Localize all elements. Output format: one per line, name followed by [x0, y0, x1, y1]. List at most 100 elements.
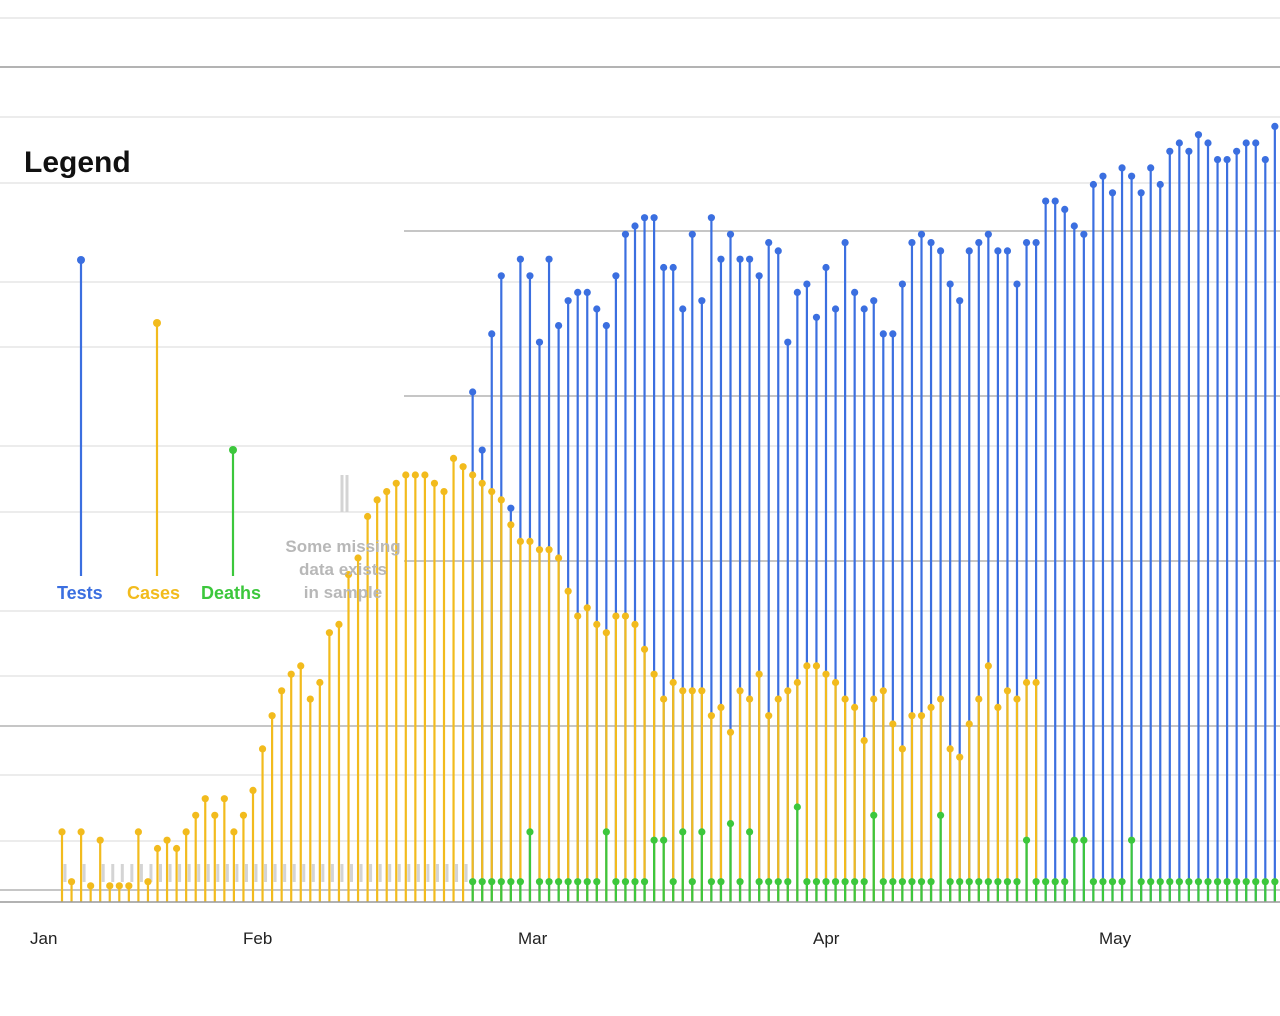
- cases-point: [650, 670, 658, 678]
- cases-point: [220, 795, 228, 803]
- deaths-point: [707, 878, 716, 886]
- cases-point: [421, 471, 429, 479]
- deaths-point: [1022, 836, 1031, 844]
- cases-point: [736, 687, 744, 695]
- cases-point: [841, 695, 849, 703]
- cases-point: [67, 878, 76, 886]
- deaths-point: [669, 878, 677, 886]
- legend-tests-point: [77, 256, 85, 264]
- cases-point: [564, 587, 572, 595]
- tests-point: [984, 230, 992, 238]
- deaths-point: [1042, 878, 1050, 886]
- cases-point: [182, 828, 190, 836]
- cases-series: [58, 454, 1040, 902]
- deaths-point: [1013, 878, 1021, 886]
- deaths-point: [1108, 878, 1117, 886]
- missing-note-line: in sample: [303, 583, 383, 602]
- cases-point: [879, 687, 887, 695]
- deaths-point: [1089, 878, 1097, 886]
- cases-point: [258, 745, 267, 753]
- tests-point: [1070, 222, 1078, 230]
- missing-note-line: data exists: [299, 560, 387, 579]
- deaths-point: [822, 878, 830, 886]
- cases-point: [698, 687, 706, 695]
- cases-point: [115, 882, 123, 890]
- x-tick-label-feb: Feb: [243, 929, 273, 948]
- tests-point: [975, 239, 983, 247]
- tests-point: [1194, 131, 1203, 139]
- cases-point: [593, 620, 601, 629]
- cases-point: [459, 463, 467, 471]
- cases-point: [230, 828, 238, 836]
- tests-point: [640, 214, 649, 222]
- cases-point: [555, 554, 563, 562]
- deaths-point: [774, 878, 782, 886]
- cases-point: [364, 512, 372, 521]
- deaths-point: [650, 836, 658, 844]
- deaths-point: [1166, 878, 1174, 886]
- deaths-point: [784, 878, 792, 886]
- tests-point: [1032, 239, 1040, 247]
- deaths-point: [927, 878, 935, 886]
- cases-point: [602, 629, 610, 637]
- cases-point: [831, 678, 840, 687]
- tests-point: [526, 272, 534, 280]
- tests-point: [946, 280, 954, 288]
- tests-point: [1166, 147, 1174, 155]
- cases-point: [201, 795, 209, 803]
- tests-point: [812, 313, 821, 321]
- deaths-point: [574, 878, 582, 886]
- tests-point: [746, 255, 754, 263]
- cases-point: [306, 695, 314, 703]
- tests-point: [1271, 122, 1279, 130]
- missing-data-note: Some missing data exists in sample: [278, 535, 408, 604]
- cases-point: [249, 786, 257, 795]
- tests-point: [545, 255, 553, 263]
- cases-point: [621, 612, 630, 620]
- deaths-point: [1233, 878, 1241, 886]
- cases-point: [516, 537, 525, 546]
- cases-point: [96, 836, 104, 844]
- tests-point: [793, 288, 801, 296]
- cases-point: [239, 811, 248, 819]
- tests-point: [1051, 197, 1059, 205]
- deaths-point: [612, 878, 620, 886]
- cases-point: [383, 488, 391, 496]
- tests-point: [717, 255, 725, 263]
- tests-point: [803, 280, 811, 288]
- cases-point: [822, 670, 830, 678]
- tests-point: [535, 338, 544, 346]
- tests-point: [784, 338, 792, 346]
- deaths-point: [994, 878, 1002, 886]
- tests-point: [1204, 139, 1212, 147]
- deaths-point: [898, 878, 907, 886]
- cases-point: [1022, 678, 1031, 687]
- deaths-point: [516, 878, 525, 886]
- cases-point: [316, 678, 324, 687]
- deaths-point: [478, 878, 486, 886]
- cases-point: [660, 695, 668, 703]
- deaths-point: [1003, 878, 1012, 886]
- deaths-point: [1118, 878, 1126, 886]
- cases-point: [793, 678, 801, 687]
- cases-point: [507, 521, 515, 529]
- cases-point: [803, 662, 811, 670]
- deaths-point: [1223, 878, 1231, 886]
- cases-point: [163, 836, 171, 844]
- cases-point: [325, 629, 333, 637]
- cases-point: [478, 479, 486, 487]
- deaths-point: [1032, 878, 1040, 886]
- tests-point: [707, 214, 716, 222]
- deaths-point: [679, 828, 687, 836]
- deaths-point: [1147, 878, 1155, 886]
- cases-point: [927, 703, 935, 712]
- cases-point: [640, 645, 649, 653]
- tests-point: [927, 239, 935, 247]
- deaths-point: [1080, 836, 1088, 844]
- tests-point: [478, 446, 486, 454]
- cases-point: [784, 687, 792, 695]
- deaths-point: [717, 878, 725, 886]
- cases-point: [211, 811, 219, 819]
- tests-point: [564, 297, 572, 305]
- tests-point: [688, 230, 696, 238]
